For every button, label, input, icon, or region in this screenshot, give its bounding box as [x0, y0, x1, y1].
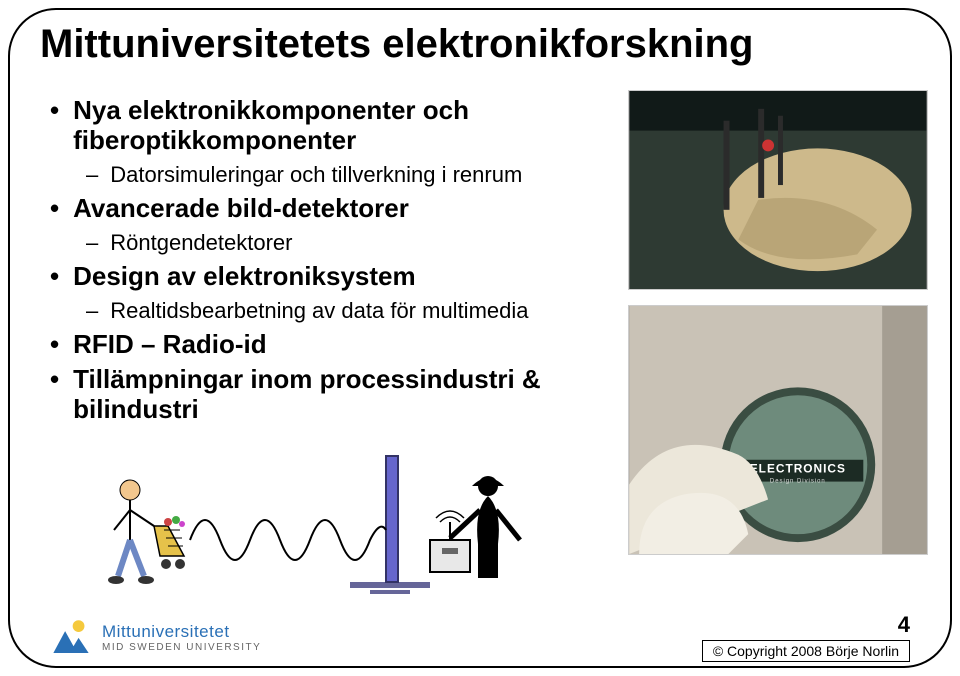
rfid-clipart [90, 440, 530, 610]
slide: Mittuniversitetets elektronikforskning •… [0, 0, 960, 676]
bullet-text: Avancerade bild-detektorer [73, 194, 409, 224]
bullet-text: Röntgendetektorer [110, 230, 292, 256]
bullet-dot-icon: • [50, 365, 59, 394]
bullet-l2: – Datorsimuleringar och tillverkning i r… [86, 162, 610, 188]
wafer-photo-svg: ELECTRONICS Design Division [629, 306, 927, 554]
page-number: 4 [702, 612, 910, 638]
bullet-dot-icon: • [50, 96, 59, 125]
bullet-text: Realtidsbearbetning av data för multimed… [110, 298, 528, 324]
copyright: © Copyright 2008 Börje Norlin [702, 640, 910, 662]
rfid-clipart-svg [90, 440, 530, 610]
bullet-l1: • Tillämpningar inom processindustri & b… [50, 365, 610, 425]
footer: 4 © Copyright 2008 Börje Norlin [702, 612, 910, 662]
page-title: Mittuniversitetets elektronikforskning [40, 22, 753, 67]
wafer-label-1: ELECTRONICS [750, 462, 846, 476]
bullet-list: • Nya elektronikkomponenter och fiberopt… [50, 90, 610, 425]
bullet-text: Nya elektronikkomponenter och fiberoptik… [73, 96, 610, 156]
bullet-dot-icon: • [50, 262, 59, 291]
bullet-dash-icon: – [86, 162, 98, 188]
logo-icon [50, 616, 92, 658]
logo-main: Mittuniversitetet [102, 622, 261, 642]
university-logo: Mittuniversitetet MID SWEDEN UNIVERSITY [50, 616, 261, 658]
logo-sub: MID SWEDEN UNIVERSITY [102, 642, 261, 653]
bullet-text: Datorsimuleringar och tillverkning i ren… [110, 162, 522, 188]
bullet-dash-icon: – [86, 298, 98, 324]
bullet-l1: • Avancerade bild-detektorer [50, 194, 610, 224]
lab-photo [628, 90, 928, 290]
bullet-text: Design av elektroniksystem [73, 262, 416, 292]
logo-text: Mittuniversitetet MID SWEDEN UNIVERSITY [102, 622, 261, 653]
bullet-dash-icon: – [86, 230, 98, 256]
bullet-text: Tillämpningar inom processindustri & bil… [73, 365, 610, 425]
receiver-icon [430, 476, 520, 578]
bullet-l1: • Design av elektroniksystem [50, 262, 610, 292]
bullet-text: RFID – Radio-id [73, 330, 267, 360]
wafer-photo: ELECTRONICS Design Division [628, 305, 928, 555]
wafer-label-2: Design Division [770, 479, 826, 485]
bullet-l1: • RFID – Radio-id [50, 330, 610, 360]
bullet-dot-icon: • [50, 330, 59, 359]
bullet-dot-icon: • [50, 194, 59, 223]
lab-photo-svg [629, 91, 927, 289]
bullet-l2: – Realtidsbearbetning av data för multim… [86, 298, 610, 324]
shopper-icon [108, 480, 185, 584]
bullet-l1: • Nya elektronikkomponenter och fiberopt… [50, 96, 610, 156]
bullet-l2: – Röntgendetektorer [86, 230, 610, 256]
